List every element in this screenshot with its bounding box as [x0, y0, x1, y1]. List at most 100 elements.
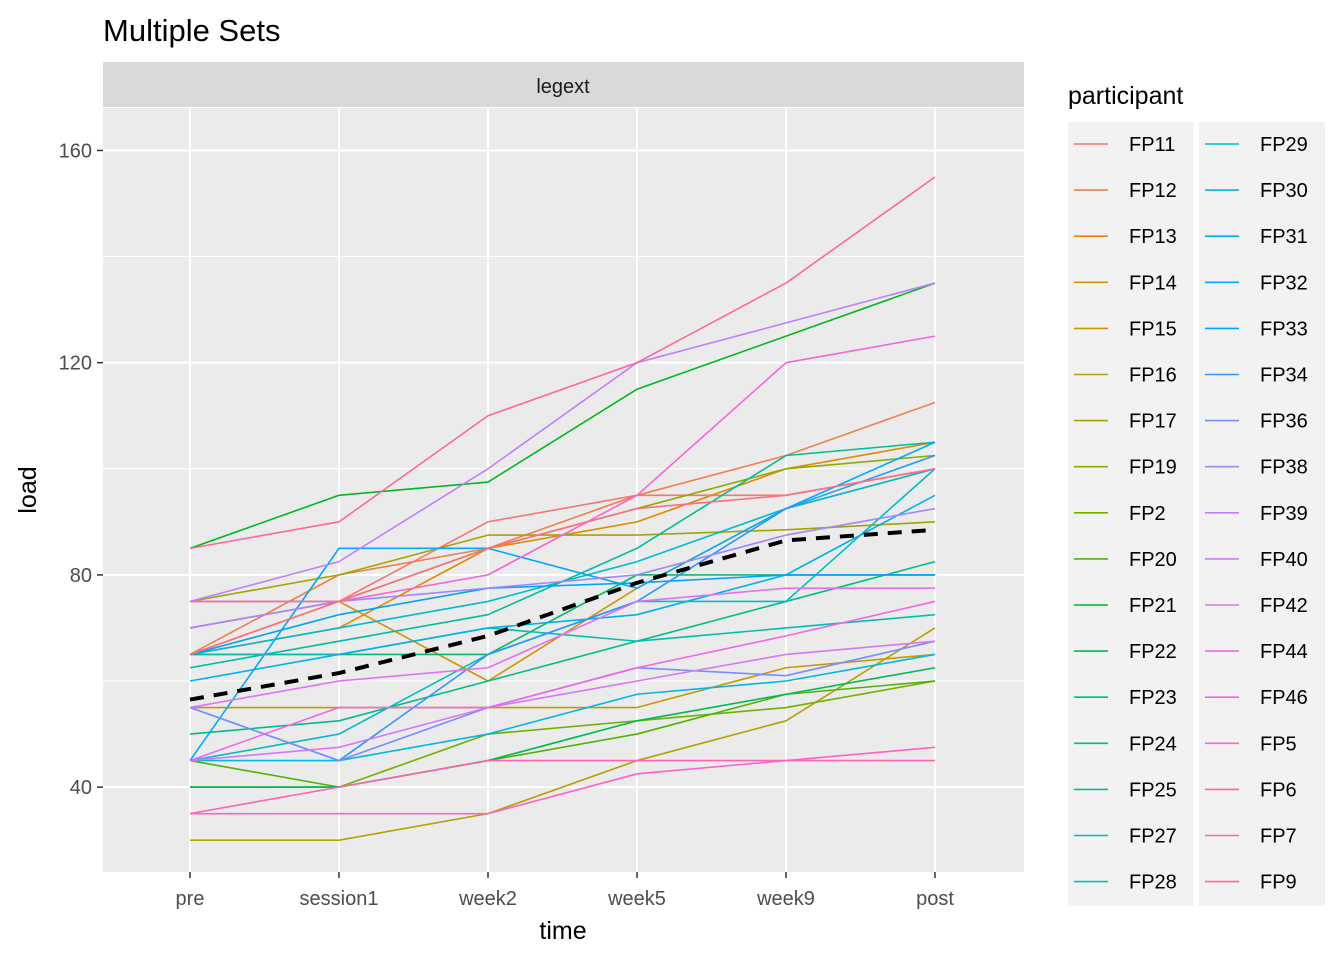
- series-line-fp16: [190, 627, 936, 841]
- legend-label: FP30: [1260, 180, 1308, 202]
- plot-panel: [103, 108, 1024, 872]
- legend-item: FP2: [1074, 503, 1166, 525]
- legend-item: FP15: [1074, 318, 1177, 340]
- x-tick-label: week5: [607, 888, 666, 910]
- series-line-fp7: [189, 176, 936, 550]
- legend-item: FP23: [1074, 687, 1177, 709]
- mean-trend-line: [189, 527, 936, 702]
- series-line-fp33: [189, 574, 935, 656]
- legend-label: FP17: [1129, 411, 1177, 433]
- legend-label: FP16: [1129, 365, 1177, 387]
- legend-item: FP21: [1074, 595, 1177, 617]
- legend-label: FP9: [1260, 872, 1297, 894]
- legend-item: FP28: [1074, 872, 1177, 894]
- grid: [103, 108, 1024, 872]
- facet-label: legext: [536, 76, 590, 98]
- series-line-fp6: [189, 759, 935, 815]
- series-line-fp40: [189, 640, 936, 762]
- legend-label: FP5: [1260, 733, 1297, 755]
- series-line-fp32: [189, 441, 936, 762]
- series-line-fp30: [190, 653, 936, 762]
- series-line-fp24: [189, 560, 936, 735]
- legend-label: FP28: [1129, 872, 1177, 894]
- legend-item: FP9: [1205, 872, 1297, 894]
- legend-label: FP31: [1260, 226, 1308, 248]
- legend-item: FP31: [1205, 226, 1308, 248]
- legend-item: FP25: [1074, 779, 1177, 801]
- legend-label: FP6: [1260, 779, 1297, 801]
- y-axis-title: load: [14, 466, 42, 513]
- legend-label: FP34: [1260, 365, 1308, 387]
- series-line-fp21: [189, 282, 936, 550]
- legend-label: FP29: [1260, 134, 1308, 156]
- legend-item: FP40: [1205, 549, 1308, 571]
- legend-label: FP36: [1260, 411, 1308, 433]
- legend-label: FP40: [1260, 549, 1308, 571]
- y-tick-label: 160: [59, 140, 92, 162]
- x-tick-label: post: [916, 888, 954, 910]
- legend-label: FP38: [1260, 457, 1308, 479]
- legend-item: FP44: [1205, 641, 1308, 663]
- mean-layer: [189, 527, 936, 702]
- facet-strip: [103, 62, 1024, 107]
- series-line-fp9: [189, 467, 936, 656]
- legend-item: FP30: [1205, 180, 1308, 202]
- series-line-fp46: [190, 335, 936, 603]
- x-tick-label: pre: [176, 888, 205, 910]
- x-axis: pre session1 week2 week5 week9 post: [176, 872, 954, 910]
- legend-item: FP16: [1074, 365, 1177, 387]
- y-tick-label: 120: [59, 353, 92, 375]
- x-tick-label: week9: [756, 888, 815, 910]
- series-line-fp12: [189, 401, 936, 656]
- series-layer: [189, 176, 936, 841]
- legend-item: FP42: [1205, 595, 1308, 617]
- legend-item: FP32: [1205, 272, 1308, 294]
- y-tick-label: 80: [70, 565, 92, 587]
- x-tick-label: session1: [300, 888, 379, 910]
- legend-item: FP27: [1074, 826, 1177, 848]
- legend-item: FP20: [1074, 549, 1177, 571]
- legend-item: FP33: [1205, 318, 1308, 340]
- series-line-fp42: [189, 587, 935, 709]
- series-line-fp39: [189, 282, 936, 603]
- legend-title: participant: [1068, 82, 1183, 110]
- chart-title: Multiple Sets: [103, 13, 280, 48]
- legend-item: FP22: [1074, 641, 1177, 663]
- y-axis: 40 80 120 160: [59, 140, 103, 799]
- legend-item: FP34: [1205, 365, 1308, 387]
- legend-label: FP25: [1129, 779, 1177, 801]
- legend-column-bg: [1199, 122, 1325, 906]
- legend-label: FP32: [1260, 272, 1308, 294]
- legend-label: FP44: [1260, 641, 1308, 663]
- legend-item: FP6: [1205, 779, 1297, 801]
- legend-label: FP7: [1260, 826, 1297, 848]
- legend-label: FP11: [1129, 134, 1175, 156]
- legend-item: FP17: [1074, 411, 1177, 433]
- legend-label: FP42: [1260, 595, 1308, 617]
- legend-label: FP39: [1260, 503, 1308, 525]
- x-axis-title: time: [539, 917, 586, 945]
- legend-item: FP11: [1074, 134, 1175, 156]
- series-line-fp44: [189, 600, 936, 762]
- series-line-fp22: [190, 666, 936, 788]
- legend-label: FP13: [1129, 226, 1177, 248]
- x-tick-label: week2: [458, 888, 517, 910]
- legend-label: FP46: [1260, 687, 1308, 709]
- legend-item: FP13: [1074, 226, 1177, 248]
- legend-label: FP20: [1129, 549, 1177, 571]
- legend-label: FP23: [1129, 687, 1177, 709]
- legend-item: FP39: [1205, 503, 1308, 525]
- legend-item: FP19: [1074, 457, 1177, 479]
- legend: FP11 FP12 FP13 FP14 FP15 FP16 FP17 FP19 FP2 FP20 F…: [1068, 122, 1325, 906]
- legend-item: FP7: [1205, 826, 1297, 848]
- legend-item: FP29: [1205, 134, 1308, 156]
- legend-label: FP2: [1129, 503, 1166, 525]
- legend-item: FP14: [1074, 272, 1177, 294]
- legend-label: FP22: [1129, 641, 1177, 663]
- legend-label: FP21: [1129, 595, 1177, 617]
- series-line-fp20: [189, 680, 936, 788]
- legend-item: FP46: [1205, 687, 1308, 709]
- series-line-fp38: [189, 507, 936, 629]
- series-line-fp5: [190, 746, 936, 815]
